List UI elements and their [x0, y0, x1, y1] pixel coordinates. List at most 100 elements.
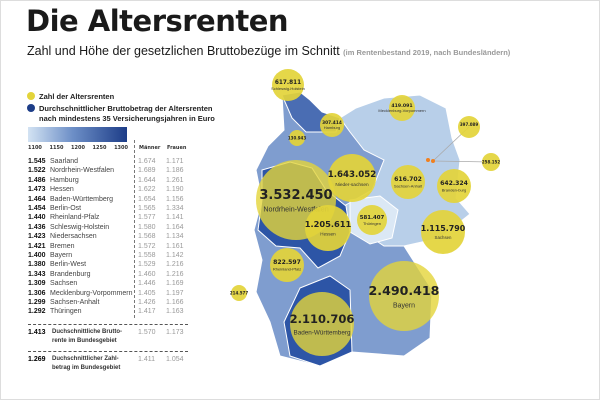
state-name: Sachsen-Anhalt	[50, 299, 100, 306]
avg-value: 1.400	[28, 252, 46, 259]
state-name: Baden-Württemberg	[50, 195, 114, 203]
table-row: 1.423 Niedersachsen 1.568 1.134	[28, 232, 184, 241]
women-value: 1.164	[166, 223, 184, 231]
avg-value: 1.343	[28, 270, 46, 278]
tick-label: 1200	[71, 145, 85, 151]
avg-value: 1.306	[28, 289, 46, 297]
divider	[28, 351, 188, 352]
men-value: 1.426	[138, 299, 156, 306]
legend-count: Zahl der Altersrenten	[27, 92, 114, 102]
summary-label: Duchschnittliche Brutto-rente im Bundesg…	[52, 329, 122, 344]
bubble-state-label: Nordrhein-Westfalen	[263, 206, 328, 214]
bubble-baden-w-rttemberg	[290, 292, 354, 356]
table-row: 1.473 Hessen 1.622 1.190	[28, 185, 184, 194]
women-value: 1.156	[166, 195, 184, 203]
state-name: Nordrhein-Westfalen	[50, 167, 115, 175]
men-value: 1.565	[138, 205, 156, 212]
bubble-saarland	[231, 285, 247, 301]
state-name: Sachsen	[50, 280, 78, 288]
men-value: 1.654	[138, 195, 156, 203]
table-row: 1.454 Berlin-Ost 1.565 1.334	[28, 204, 184, 213]
summary-men: 1.411	[138, 356, 155, 363]
subtitle: Zahl und Höhe der gesetzlichen Bruttobez…	[27, 44, 510, 58]
berlin-marker	[426, 158, 430, 162]
avg-value: 1.292	[28, 308, 46, 316]
men-value: 1.577	[138, 214, 156, 222]
bubble-state-label: Nieder-sachsen	[335, 182, 369, 188]
avg-value: 1.464	[28, 195, 46, 203]
women-value: 1.197	[166, 289, 184, 297]
state-name: Berlin-Ost	[50, 205, 82, 212]
bubble-count: 581.407	[360, 215, 385, 221]
women-value: 1.186	[166, 167, 184, 175]
bubble-state-label: Bayern	[393, 302, 415, 309]
bubble-state-label: Schleswig-Holstein	[271, 86, 305, 91]
bubble-count: 419.091	[391, 103, 412, 109]
summary-women: 1.173	[166, 329, 184, 336]
summary-value: 1.269	[28, 356, 46, 363]
bubble-count: 214.577	[230, 290, 248, 295]
bubble-berlin-west	[458, 116, 480, 138]
column-header-women: Frauen	[167, 145, 187, 151]
state-name: Saarland	[50, 158, 79, 165]
bubble-count: 3.532.450	[259, 188, 332, 203]
bubble-bremen	[289, 130, 305, 146]
bubble-count: 617.811	[275, 80, 301, 86]
subtitle-note: (im Rentenbestand 2019, nach Bundeslände…	[343, 48, 511, 57]
summary-men: 1.570	[138, 329, 156, 336]
tick-label: 1300	[114, 145, 128, 151]
divider	[28, 324, 188, 325]
women-value: 1.142	[166, 252, 184, 259]
state-name: Niedersachsen	[50, 233, 97, 241]
bubble-th-ringen	[357, 205, 387, 235]
avg-value: 1.522	[28, 167, 46, 175]
men-value: 1.460	[138, 270, 156, 278]
women-value: 1.190	[166, 186, 184, 194]
tick-label: 1100	[28, 145, 42, 151]
summary-label: Duchschnittlicher Zahl-betrag im Bundesg…	[52, 356, 121, 371]
men-value: 1.622	[138, 186, 156, 194]
bubble-state-label: Sachsen	[435, 235, 452, 240]
bubble-berlin-ost	[482, 153, 500, 171]
bubble-state-label: Baden-Württemberg	[294, 329, 351, 336]
avg-value: 1.473	[28, 186, 46, 194]
tick-label: 1150	[49, 145, 64, 151]
bubble-count: 130.943	[288, 135, 306, 140]
legend-avg-label-2: nach mindestens 35 Versicherungsjahren i…	[39, 114, 215, 123]
blue-dot-icon	[27, 104, 35, 112]
avg-value: 1.454	[28, 205, 46, 212]
men-value: 1.689	[138, 167, 156, 175]
bubble-count: 2.490.418	[369, 283, 440, 298]
men-value: 1.558	[138, 252, 156, 259]
bubble-state-label: Thüringen	[363, 221, 381, 226]
bubble-state-label: Sachsen-Anhalt	[394, 184, 423, 189]
state-name: Hamburg	[50, 176, 79, 184]
table-row: 1.343 Brandenburg 1.460 1.216	[28, 270, 184, 279]
avg-value: 1.486	[28, 176, 46, 184]
state-name: Berlin-West	[50, 261, 87, 269]
table-row: 1.486 Hamburg 1.644 1.261	[28, 176, 184, 185]
bubble-count: 307.414	[322, 120, 342, 126]
tick-label: 1250	[92, 145, 107, 151]
men-value: 1.405	[138, 289, 156, 297]
bubble-count: 616.702	[394, 176, 422, 183]
bubble-count: 822.597	[273, 259, 301, 266]
table-row: 1.380 Berlin-West 1.529 1.216	[28, 260, 184, 269]
women-value: 1.169	[166, 280, 184, 288]
bubble-brandenburg	[437, 169, 471, 203]
women-value: 1.163	[166, 308, 184, 316]
bubble-count: 397.089	[460, 122, 478, 127]
table-row: 1.421 Bremen 1.572 1.161	[28, 242, 184, 251]
state-name: Schleswig-Holstein	[50, 223, 110, 231]
bubble-bayern	[369, 261, 439, 331]
state-name: Bremen	[50, 242, 75, 250]
table-row: 1.299 Sachsen-Anhalt 1.426 1.166	[28, 298, 184, 307]
men-value: 1.580	[138, 223, 156, 231]
legend-avg: Durchschnittlicher Bruttobetrag der Alte…	[27, 104, 215, 124]
table-row: 1.545 Saarland 1.674 1.171	[28, 157, 184, 166]
bubble-rheinland-pfalz	[270, 248, 304, 282]
subtitle-text: Zahl und Höhe der gesetzlichen Bruttobez…	[27, 44, 340, 58]
table-row: 1.464 Baden-Württemberg 1.654 1.156	[28, 195, 184, 204]
table-row: 1.306 Mecklenburg-Vorpommern 1.405 1.197	[28, 289, 184, 298]
